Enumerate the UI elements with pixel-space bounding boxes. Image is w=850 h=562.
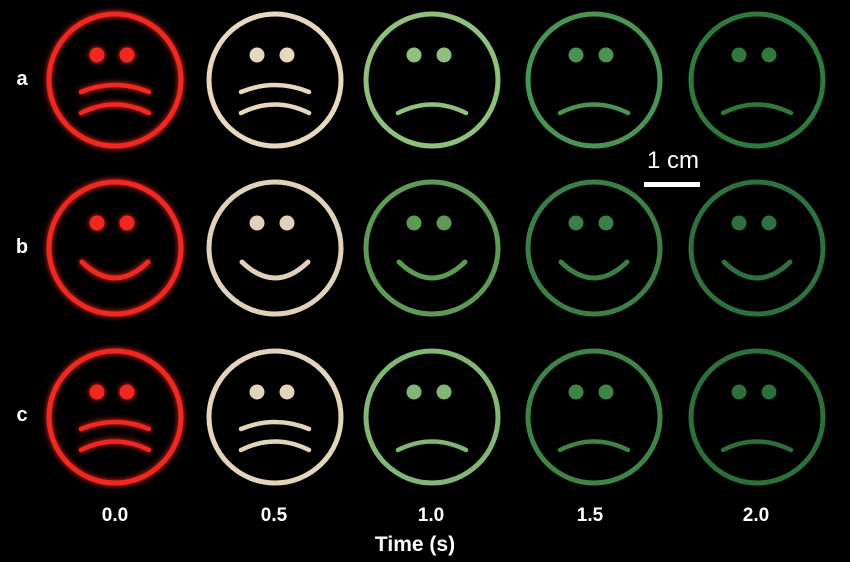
mouth-lower	[395, 439, 469, 453]
mouth-upper	[78, 82, 152, 95]
face-outline	[688, 179, 826, 317]
mouth-upper	[78, 419, 152, 432]
face-outline	[206, 348, 344, 486]
smiley-face	[206, 179, 344, 317]
mouth-lower	[238, 439, 312, 453]
mouth-upper	[238, 82, 312, 95]
mouth-lower	[78, 439, 152, 453]
right-eye	[279, 215, 295, 231]
mouth-lower	[238, 102, 312, 116]
left-eye	[731, 215, 747, 231]
left-eye	[731, 384, 747, 400]
mouth	[721, 259, 793, 281]
face-outline	[363, 11, 501, 149]
face-outline	[525, 11, 663, 149]
left-eye	[249, 47, 265, 63]
smiley-face	[363, 179, 501, 317]
smiley-face	[206, 348, 344, 486]
mouth-lower	[557, 102, 631, 116]
face-outline	[46, 179, 184, 317]
left-eye	[406, 215, 422, 231]
right-eye	[436, 384, 452, 400]
mouth-lower	[557, 439, 631, 453]
mouth	[79, 259, 151, 281]
right-eye	[119, 47, 135, 63]
row-label-c: c	[16, 404, 28, 426]
time-label-1: 0.5	[260, 505, 288, 526]
time-label-2: 1.0	[417, 505, 445, 526]
left-eye	[406, 47, 422, 63]
row-label-a: a	[16, 68, 28, 90]
smiley-face	[46, 11, 184, 149]
face-outline	[46, 348, 184, 486]
left-eye	[568, 384, 584, 400]
axis-title: Time (s)	[374, 533, 456, 556]
right-eye	[119, 215, 135, 231]
face-outline	[525, 348, 663, 486]
right-eye	[436, 215, 452, 231]
smiley-face	[525, 11, 663, 149]
smiley-face	[46, 348, 184, 486]
mouth-lower	[720, 439, 794, 453]
mouth-lower	[720, 102, 794, 116]
face-outline	[363, 348, 501, 486]
right-eye	[598, 215, 614, 231]
smiley-face	[525, 348, 663, 486]
right-eye	[598, 384, 614, 400]
face-outline	[688, 348, 826, 486]
time-label-4: 2.0	[742, 505, 770, 526]
mouth	[239, 259, 311, 281]
right-eye	[761, 47, 777, 63]
face-outline	[363, 179, 501, 317]
face-outline	[46, 11, 184, 149]
face-outline	[206, 11, 344, 149]
left-eye	[249, 384, 265, 400]
smiley-face	[688, 11, 826, 149]
scale-bar-label: 1 cm	[646, 147, 699, 174]
mouth-upper	[238, 419, 312, 432]
right-eye	[598, 47, 614, 63]
time-label-0: 0.0	[101, 505, 129, 526]
row-label-b: b	[15, 236, 29, 258]
left-eye	[89, 47, 105, 63]
time-label-3: 1.5	[576, 505, 604, 526]
mouth-lower	[78, 102, 152, 116]
smiley-face	[363, 348, 501, 486]
left-eye	[406, 384, 422, 400]
left-eye	[249, 215, 265, 231]
left-eye	[89, 215, 105, 231]
face-outline	[688, 11, 826, 149]
left-eye	[731, 47, 747, 63]
face-outline	[525, 179, 663, 317]
mouth-lower	[395, 102, 469, 116]
right-eye	[436, 47, 452, 63]
smiley-face	[688, 348, 826, 486]
left-eye	[568, 47, 584, 63]
mouth	[558, 259, 630, 281]
face-outline	[206, 179, 344, 317]
scale-bar	[644, 182, 700, 187]
right-eye	[761, 215, 777, 231]
right-eye	[279, 384, 295, 400]
right-eye	[279, 47, 295, 63]
mouth	[396, 259, 468, 281]
smiley-face	[363, 11, 501, 149]
right-eye	[761, 384, 777, 400]
left-eye	[89, 384, 105, 400]
smiley-face	[688, 179, 826, 317]
right-eye	[119, 384, 135, 400]
smiley-face	[525, 179, 663, 317]
smiley-face	[206, 11, 344, 149]
left-eye	[568, 215, 584, 231]
smiley-face	[46, 179, 184, 317]
